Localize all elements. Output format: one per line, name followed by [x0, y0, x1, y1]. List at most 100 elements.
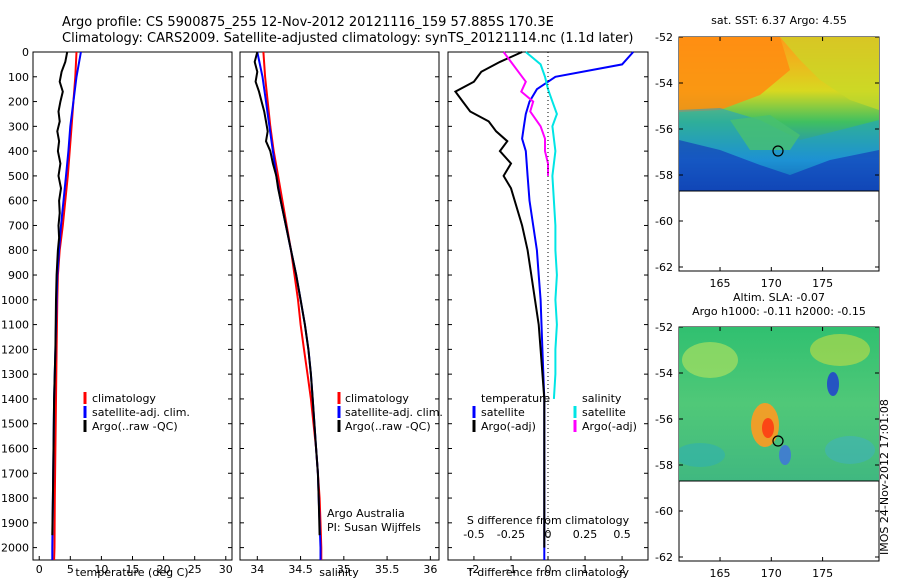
series-line-salinity-satellite [525, 51, 558, 399]
depth-tick-label: 1600 [1, 442, 29, 455]
x-tick-label: 20 [157, 563, 171, 576]
annotation-argo-australia: Argo Australia [327, 507, 405, 520]
depth-tick-label: 1400 [1, 393, 29, 406]
map-x-tick-label: 170 [761, 567, 782, 580]
depth-tick-label: 1900 [1, 517, 29, 530]
map-y-tick-label: -56 [655, 123, 673, 136]
legend-label-t-argo: Argo(-adj) [481, 420, 536, 433]
x-tick-label: 2 [619, 563, 626, 576]
difference-legend: temperature salinity satellite Argo(-adj… [472, 392, 637, 433]
annotation-pi: PI: Susan Wijffels [327, 521, 421, 534]
x-tick-label: 30 [219, 563, 233, 576]
map-y-tick-label: -62 [655, 261, 673, 274]
series-line-temperature-argorawqc [51, 51, 69, 536]
depth-tick-label: 500 [8, 170, 29, 183]
series-line-salinity-argorawqc [253, 51, 321, 536]
sla-float-marker [772, 435, 784, 447]
x-tick-label: 34.5 [288, 563, 313, 576]
x-tick-label: 0 [36, 563, 43, 576]
depth-tick-label: 700 [8, 219, 29, 232]
map-x-tick-label: 175 [812, 567, 833, 580]
depth-tick-label: 1300 [1, 368, 29, 381]
series-line-temperature-argoadj [453, 51, 546, 548]
series-line-salinity-argoadj [502, 51, 549, 176]
depth-tick-label: 1700 [1, 467, 29, 480]
x-tick-label: 5 [67, 563, 74, 576]
series-lines [51, 51, 634, 561]
map-y-tick-label: -60 [655, 215, 673, 228]
sla-map-title-1: Altim. SLA: -0.07 [733, 291, 825, 304]
s-diff-tick-label: 0.5 [613, 528, 631, 541]
sst-map-title: sat. SST: 6.37 Argo: 4.55 [711, 14, 847, 27]
x-tick-label: -2 [468, 563, 479, 576]
map-y-tick-label: -52 [655, 321, 673, 334]
s-diff-tick-label: -0.25 [497, 528, 525, 541]
legend-label-t-satellite: satellite [481, 406, 525, 419]
t-difference-xlabel: T difference from climatology [466, 566, 629, 579]
depth-axis: 0 100 200 300 400 500 600 700 800 900 1000 1100 1200… [1, 46, 648, 555]
sla-map-axes: -52 -54 -56 -58 -60 -62 165 170 175 [655, 321, 879, 580]
depth-tick-label: 1200 [1, 343, 29, 356]
temperature-legend: climatology satellite-adj. clim. Argo(..… [83, 392, 190, 433]
x-tick-label: -1 [505, 563, 516, 576]
s-diff-tick-label: 0.25 [573, 528, 598, 541]
sst-map-axes: -52 -54 -56 -58 -60 -62 165 170 175 [655, 31, 879, 290]
map-y-tick-label: -54 [655, 77, 673, 90]
legend-title-salinity: salinity [582, 392, 622, 405]
s-difference-xlabel: S difference from climatology [467, 514, 630, 527]
map-y-tick-label: -52 [655, 31, 673, 44]
map-x-tick-label: 165 [710, 277, 731, 290]
legend-label-satellite: satellite-adj. clim. [92, 406, 190, 419]
figure-title-line1: Argo profile: CS 5900875_255 12-Nov-2012… [62, 15, 554, 30]
x-tick-label: 0 [545, 563, 552, 576]
legend-label-s-argo: Argo(-adj) [582, 420, 637, 433]
depth-tick-label: 1100 [1, 319, 29, 332]
salinity-xlabel: salinity [319, 566, 359, 579]
sla-map-image [679, 327, 879, 481]
sst-float-marker [772, 145, 784, 157]
salinity-panel [239, 51, 440, 561]
legend-label-climatology: climatology [92, 392, 156, 405]
watermark: IMOS 24-Nov-2012 17:01:08 [878, 399, 891, 555]
map-x-tick-label: 165 [710, 567, 731, 580]
x-tick-label: 10 [94, 563, 108, 576]
depth-tick-label: 300 [8, 120, 29, 133]
x-tick-label: 35.5 [375, 563, 400, 576]
sst-map-image [679, 37, 879, 191]
x-axis-ticks: 0 5 10 15 20 25 30 34 34.5 35 35.5 36 -2 -1 0 1 2 -0.5 -0.… [36, 528, 631, 576]
map-y-tick-label: -62 [655, 551, 673, 564]
legend-title-temperature: temperature [481, 392, 550, 405]
legend-label-climatology: climatology [345, 392, 409, 405]
map-x-tick-label: 170 [761, 277, 782, 290]
map-y-tick-label: -56 [655, 413, 673, 426]
map-y-tick-label: -54 [655, 367, 673, 380]
depth-tick-label: 0 [22, 46, 29, 59]
map-y-tick-label: -58 [655, 459, 673, 472]
depth-tick-label: 100 [8, 71, 29, 84]
x-tick-label: 1 [582, 563, 589, 576]
x-tick-label: 25 [188, 563, 202, 576]
depth-tick-label: 2000 [1, 542, 29, 555]
salinity-legend: climatology satellite-adj. clim. Argo(..… [337, 392, 443, 433]
map-y-tick-label: -58 [655, 169, 673, 182]
depth-tick-label: 1500 [1, 418, 29, 431]
x-tick-label: 35 [337, 563, 351, 576]
depth-tick-label: 1800 [1, 492, 29, 505]
depth-tick-label: 800 [8, 244, 29, 257]
legend-label-argo: Argo(..raw -QC) [345, 420, 431, 433]
legend-label-argo: Argo(..raw -QC) [92, 420, 178, 433]
map-x-tick-label: 175 [812, 277, 833, 290]
legend-label-s-satellite: satellite [582, 406, 626, 419]
depth-tick-label: 600 [8, 195, 29, 208]
s-diff-tick-label: -0.5 [463, 528, 484, 541]
sla-map-title-2: Argo h1000: -0.11 h2000: -0.15 [692, 305, 866, 318]
x-tick-label: 15 [126, 563, 140, 576]
legend-label-satellite: satellite-adj. clim. [345, 406, 443, 419]
depth-tick-label: 900 [8, 269, 29, 282]
depth-tick-label: 1000 [1, 294, 29, 307]
temperature-panel [32, 51, 233, 561]
depth-tick-label: 200 [8, 96, 29, 109]
x-tick-label: 36 [423, 563, 437, 576]
map-y-tick-label: -60 [655, 505, 673, 518]
